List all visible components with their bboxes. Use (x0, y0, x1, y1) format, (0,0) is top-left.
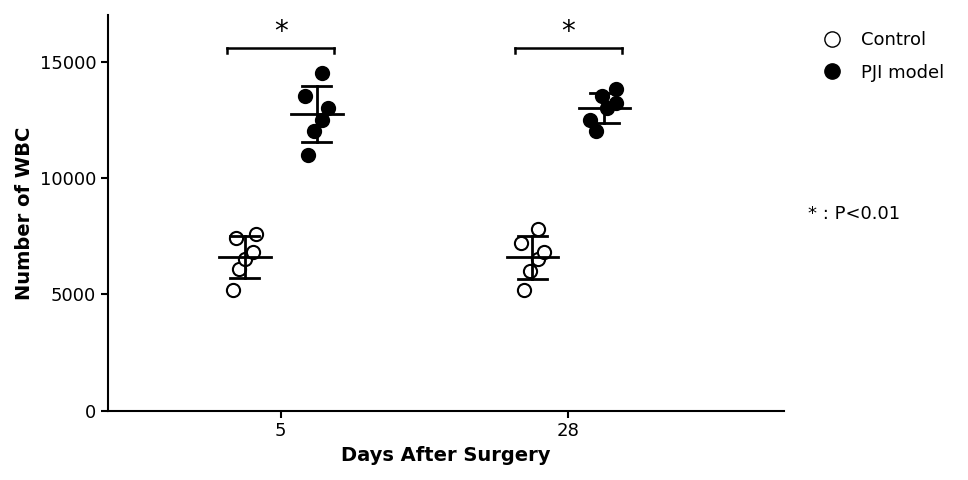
Point (522, 267, 537, 275)
Legend: Control, PJI model: Control, PJI model (807, 24, 952, 89)
Text: *: * (274, 18, 287, 47)
Point (226, 286, 241, 293)
Point (608, 85, 623, 93)
Point (608, 99, 623, 107)
Point (599, 104, 615, 112)
Point (583, 116, 598, 123)
Point (530, 255, 546, 263)
Text: * : P<0.01: * : P<0.01 (808, 205, 900, 223)
Point (231, 265, 247, 273)
Point (297, 93, 313, 100)
X-axis label: Days After Surgery: Days After Surgery (342, 446, 551, 465)
Point (300, 151, 316, 158)
Y-axis label: Number of WBC: Number of WBC (15, 126, 34, 300)
Point (516, 286, 531, 293)
Point (513, 239, 529, 247)
Text: *: * (561, 18, 575, 47)
Point (249, 230, 264, 238)
Point (589, 128, 604, 135)
Point (228, 235, 244, 242)
Point (306, 128, 321, 135)
Point (246, 249, 261, 256)
Point (315, 116, 330, 123)
Point (536, 249, 552, 256)
Point (320, 104, 336, 112)
Point (237, 255, 253, 263)
Point (593, 93, 609, 100)
Point (530, 225, 546, 233)
Point (315, 69, 330, 77)
